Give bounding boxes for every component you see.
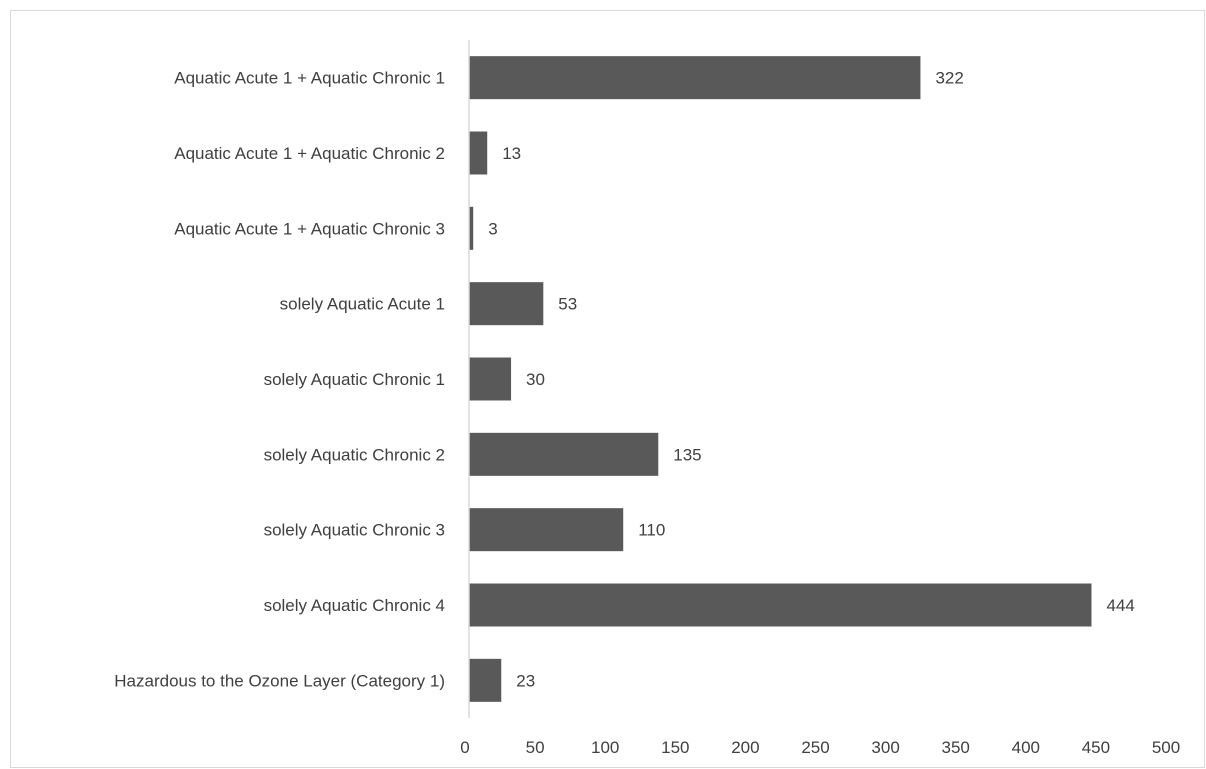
data-label: 53 bbox=[558, 295, 577, 314]
data-label: 444 bbox=[1106, 596, 1134, 615]
value-labels-group: 322 13 3 53 30 135 110 444 23 bbox=[488, 69, 1135, 691]
data-label: 322 bbox=[935, 69, 963, 88]
category-labels-group: Aquatic Acute 1 + Aquatic Chronic 1 Aquat… bbox=[114, 69, 445, 691]
bar bbox=[469, 357, 512, 401]
category-label: Aquatic Acute 1 + Aquatic Chronic 2 bbox=[174, 144, 445, 163]
bar bbox=[469, 583, 1092, 627]
data-label: 30 bbox=[526, 370, 545, 389]
bar bbox=[469, 56, 921, 100]
data-label: 110 bbox=[638, 521, 665, 540]
bars-group bbox=[469, 56, 1092, 702]
x-tick-label: 500 bbox=[1152, 738, 1180, 757]
x-tick-label: 350 bbox=[942, 738, 970, 757]
bar bbox=[469, 658, 502, 702]
category-label: solely Aquatic Chronic 3 bbox=[264, 521, 445, 540]
data-label: 23 bbox=[516, 671, 535, 690]
x-tick-label: 450 bbox=[1082, 738, 1110, 757]
x-tick-label: 0 bbox=[460, 738, 469, 757]
x-tick-label: 150 bbox=[661, 738, 689, 757]
bar bbox=[469, 131, 488, 175]
chart-frame bbox=[10, 10, 1205, 768]
data-label: 3 bbox=[488, 219, 497, 238]
x-tick-label: 300 bbox=[871, 738, 899, 757]
x-tick-label: 50 bbox=[526, 738, 545, 757]
x-tick-label: 400 bbox=[1012, 738, 1040, 757]
category-label: Aquatic Acute 1 + Aquatic Chronic 1 bbox=[174, 69, 445, 88]
x-tick-label: 200 bbox=[731, 738, 759, 757]
data-label: 135 bbox=[673, 445, 701, 464]
category-label: solely Aquatic Chronic 4 bbox=[264, 596, 445, 615]
data-label: 13 bbox=[502, 144, 521, 163]
x-tick-label: 100 bbox=[591, 738, 619, 757]
bar bbox=[469, 282, 544, 326]
bar bbox=[469, 206, 474, 250]
bar bbox=[469, 508, 624, 552]
category-label: Aquatic Acute 1 + Aquatic Chronic 3 bbox=[174, 219, 445, 238]
category-label: solely Aquatic Chronic 2 bbox=[264, 445, 445, 464]
category-label: solely Aquatic Chronic 1 bbox=[264, 370, 445, 389]
category-label: Hazardous to the Ozone Layer (Category 1… bbox=[114, 671, 445, 690]
x-tick-label: 250 bbox=[801, 738, 829, 757]
category-label: solely Aquatic Acute 1 bbox=[280, 295, 445, 314]
x-tick-labels-group: 0 50 100 150 200 250 300 350 400 450 500 bbox=[460, 738, 1180, 757]
bar bbox=[469, 432, 659, 476]
